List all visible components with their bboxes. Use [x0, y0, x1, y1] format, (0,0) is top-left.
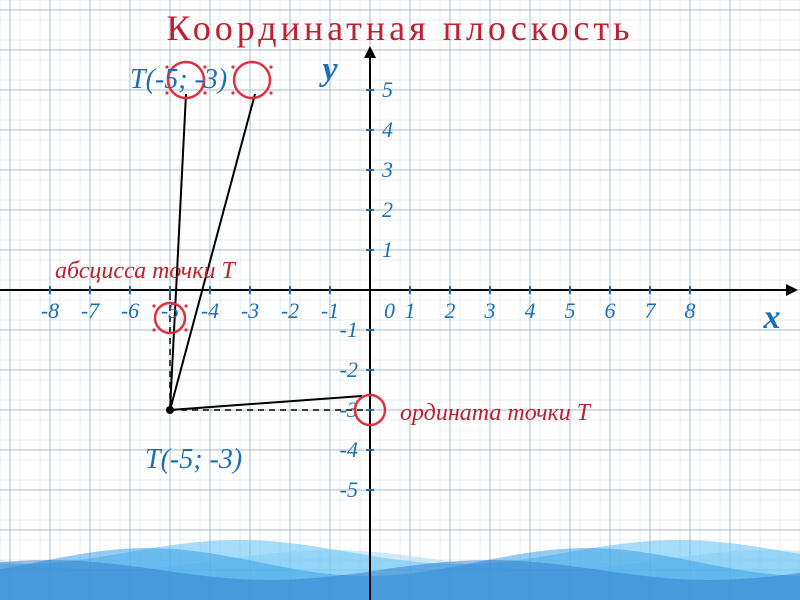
svg-text:-5: -5: [340, 477, 358, 502]
svg-text:1: 1: [405, 298, 416, 323]
label-point_upper: T(-5; -3): [130, 64, 227, 95]
svg-text:-2: -2: [281, 298, 299, 323]
svg-text:-3: -3: [241, 298, 259, 323]
svg-text:8: 8: [685, 298, 696, 323]
point-T: [166, 406, 174, 414]
svg-text:0: 0: [384, 298, 395, 323]
svg-text:5: 5: [382, 77, 393, 102]
svg-text:-7: -7: [81, 298, 100, 323]
svg-text:-1: -1: [321, 298, 339, 323]
label-abscissa: абсцисса точки T: [55, 258, 236, 284]
svg-text:6: 6: [605, 298, 616, 323]
svg-text:3: 3: [381, 157, 393, 182]
svg-text:7: 7: [645, 298, 657, 323]
svg-text:-8: -8: [41, 298, 59, 323]
svg-text:4: 4: [382, 117, 393, 142]
svg-text:2: 2: [445, 298, 456, 323]
coordinate-plane-figure: -8-7-6-5-4-3-2-112345678-5-4-3-2-1123450…: [0, 0, 800, 600]
label-ordinata: ордината точки T: [400, 400, 592, 426]
label-point_lower: T(-5; -3): [145, 444, 242, 475]
svg-text:-1: -1: [340, 317, 358, 342]
svg-text:2: 2: [382, 197, 393, 222]
plot-svg: -8-7-6-5-4-3-2-112345678-5-4-3-2-1123450…: [0, 0, 800, 600]
svg-text:4: 4: [525, 298, 536, 323]
svg-text:-4: -4: [201, 298, 219, 323]
svg-text:3: 3: [484, 298, 496, 323]
svg-text:-2: -2: [340, 357, 358, 382]
x-axis-label: x: [763, 299, 781, 336]
page-title: Координатная плоскость: [167, 8, 634, 48]
svg-text:-4: -4: [340, 437, 358, 462]
svg-text:-6: -6: [121, 298, 139, 323]
svg-text:5: 5: [565, 298, 576, 323]
svg-text:1: 1: [382, 237, 393, 262]
